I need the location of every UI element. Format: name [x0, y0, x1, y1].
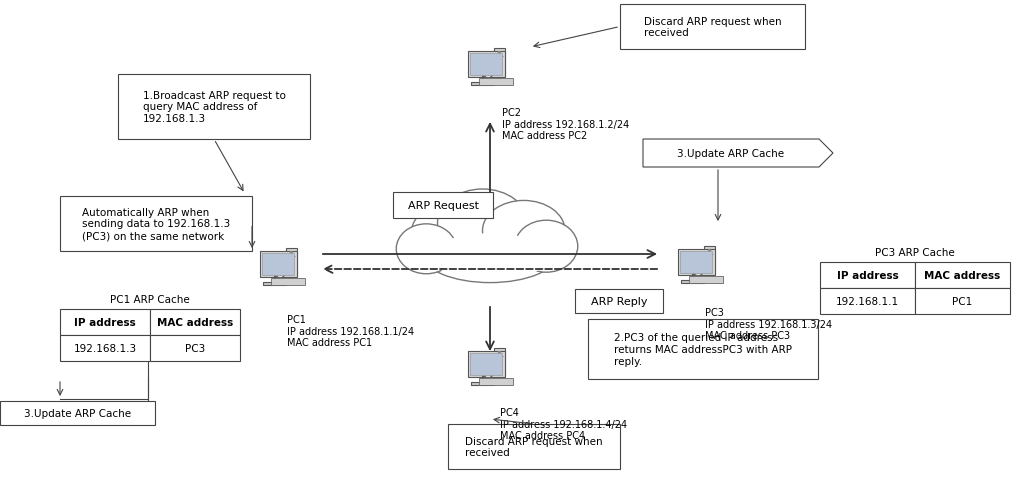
Ellipse shape	[693, 267, 702, 276]
FancyBboxPatch shape	[471, 382, 495, 385]
Ellipse shape	[430, 234, 550, 280]
FancyBboxPatch shape	[468, 52, 505, 77]
FancyBboxPatch shape	[494, 48, 505, 77]
Ellipse shape	[437, 190, 527, 257]
FancyBboxPatch shape	[494, 348, 505, 377]
Text: PC2
IP address 192.168.1.2/24
MAC address PC2: PC2 IP address 192.168.1.2/24 MAC addres…	[502, 108, 630, 141]
Text: 192.168.1.1: 192.168.1.1	[836, 296, 899, 306]
Text: PC3 ARP Cache: PC3 ARP Cache	[876, 247, 954, 257]
FancyBboxPatch shape	[915, 262, 1010, 288]
FancyBboxPatch shape	[915, 288, 1010, 314]
Text: ARP Reply: ARP Reply	[591, 296, 647, 306]
FancyBboxPatch shape	[681, 280, 705, 283]
Text: PC3: PC3	[185, 343, 205, 353]
FancyBboxPatch shape	[470, 353, 503, 375]
Text: MAC address: MAC address	[157, 318, 233, 327]
FancyBboxPatch shape	[678, 249, 715, 275]
FancyBboxPatch shape	[60, 335, 150, 361]
Ellipse shape	[412, 203, 494, 265]
Text: PC1
IP address 192.168.1.1/24
MAC address PC1: PC1 IP address 192.168.1.1/24 MAC addres…	[287, 314, 414, 348]
Ellipse shape	[396, 225, 457, 274]
FancyBboxPatch shape	[449, 424, 620, 469]
Text: Automatically ARP when
sending data to 192.168.1.3
(PC3) on the same network: Automatically ARP when sending data to 1…	[82, 208, 230, 241]
Ellipse shape	[423, 226, 557, 283]
FancyBboxPatch shape	[820, 262, 915, 288]
Ellipse shape	[275, 269, 285, 278]
Text: PC3
IP address 192.168.1.3/24
MAC address PC3: PC3 IP address 192.168.1.3/24 MAC addres…	[705, 307, 833, 341]
Text: 3.Update ARP Cache: 3.Update ARP Cache	[24, 408, 131, 418]
Text: IP address: IP address	[837, 271, 898, 280]
FancyBboxPatch shape	[60, 309, 150, 335]
FancyBboxPatch shape	[0, 401, 155, 425]
Text: 192.168.1.3: 192.168.1.3	[74, 343, 136, 353]
FancyBboxPatch shape	[820, 288, 915, 314]
FancyBboxPatch shape	[393, 193, 493, 219]
Polygon shape	[643, 140, 833, 167]
FancyBboxPatch shape	[620, 5, 805, 50]
FancyBboxPatch shape	[703, 246, 715, 274]
FancyBboxPatch shape	[468, 351, 505, 377]
FancyBboxPatch shape	[689, 277, 723, 283]
Text: PC1 ARP Cache: PC1 ARP Cache	[111, 294, 189, 304]
FancyBboxPatch shape	[479, 378, 513, 385]
Text: PC1: PC1	[952, 296, 973, 306]
Text: 1.Broadcast ARP request to
query MAC address of
192.168.1.3: 1.Broadcast ARP request to query MAC add…	[142, 91, 286, 124]
FancyBboxPatch shape	[150, 309, 240, 335]
FancyBboxPatch shape	[680, 251, 713, 273]
FancyBboxPatch shape	[271, 279, 305, 285]
Ellipse shape	[515, 221, 578, 272]
FancyBboxPatch shape	[260, 251, 297, 277]
FancyBboxPatch shape	[470, 54, 503, 76]
FancyBboxPatch shape	[479, 79, 513, 85]
FancyBboxPatch shape	[262, 253, 295, 275]
Text: PC4
IP address 192.168.1.4/24
MAC address PC4: PC4 IP address 192.168.1.4/24 MAC addres…	[500, 407, 627, 440]
Ellipse shape	[483, 69, 493, 79]
Text: 3.Update ARP Cache: 3.Update ARP Cache	[678, 149, 784, 159]
FancyBboxPatch shape	[286, 248, 297, 276]
FancyBboxPatch shape	[150, 335, 240, 361]
FancyBboxPatch shape	[118, 75, 310, 140]
Text: ARP Request: ARP Request	[408, 200, 478, 211]
FancyBboxPatch shape	[575, 289, 663, 313]
Text: 2.PC3 of the queried IP address
returns MAC addressPC3 with ARP
reply.: 2.PC3 of the queried IP address returns …	[614, 333, 792, 366]
Text: IP address: IP address	[74, 318, 136, 327]
Ellipse shape	[483, 369, 493, 378]
Text: MAC address: MAC address	[925, 271, 1000, 280]
Text: Discard ARP request when
received: Discard ARP request when received	[465, 436, 603, 457]
Ellipse shape	[482, 201, 565, 261]
Text: Discard ARP request when
received: Discard ARP request when received	[644, 16, 781, 38]
FancyBboxPatch shape	[263, 283, 287, 285]
FancyBboxPatch shape	[471, 83, 495, 85]
FancyBboxPatch shape	[588, 319, 818, 379]
FancyBboxPatch shape	[60, 197, 252, 252]
